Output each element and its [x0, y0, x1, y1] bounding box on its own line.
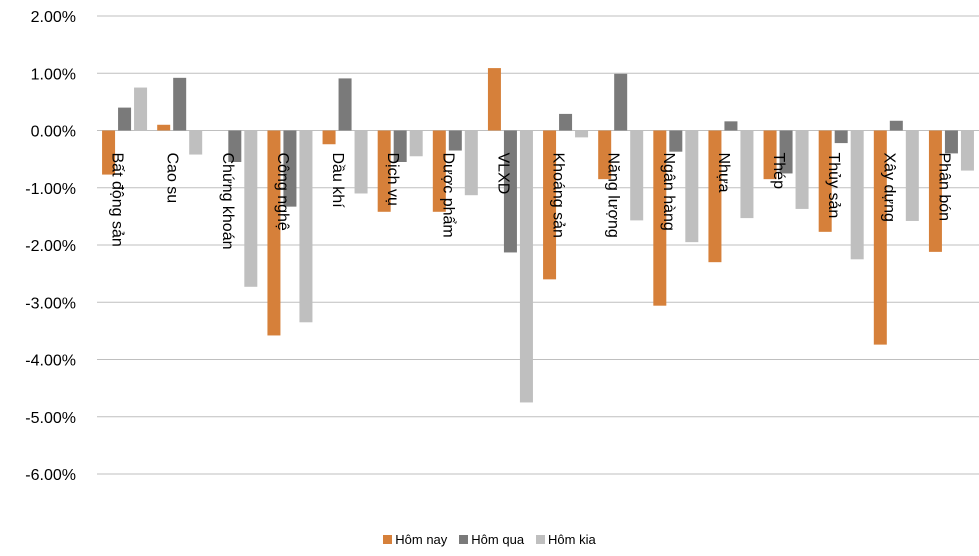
category-label: Thủy sản — [825, 153, 842, 219]
bar-3-12 — [740, 130, 754, 219]
legend-item: Hôm qua — [459, 532, 524, 547]
y-tick-label: -4.00% — [25, 353, 76, 370]
y-tick-label: 2.00% — [31, 9, 76, 26]
bar-1-10 — [598, 130, 612, 180]
category-label: Thép — [770, 153, 787, 190]
bar-2-13 — [779, 130, 793, 174]
y-tick-label: -2.00% — [25, 238, 76, 255]
category-label: Ngân hàng — [660, 153, 677, 231]
bar-2-9 — [559, 113, 573, 131]
bar-2-14 — [834, 130, 848, 144]
bar-1-13 — [763, 130, 777, 180]
bars — [102, 68, 974, 403]
bar-1-15 — [873, 130, 887, 345]
category-label: Dầu khí — [329, 153, 346, 209]
bar-2-10 — [614, 73, 628, 131]
bar-3-14 — [850, 130, 864, 260]
bar-3-15 — [905, 130, 919, 221]
category-label: Cao su — [164, 153, 181, 204]
legend-item: Hôm kia — [536, 532, 596, 547]
bar-1-6 — [377, 130, 391, 212]
y-tick-label: 0.00% — [31, 124, 76, 141]
y-tick-label: 1.00% — [31, 66, 76, 83]
category-label: Năng lượng — [605, 153, 622, 238]
bar-2-15 — [889, 120, 903, 131]
bar-2-12 — [724, 121, 738, 131]
legend-swatch — [536, 535, 546, 544]
legend-label: Hôm qua — [471, 532, 525, 547]
bar-3-1 — [134, 87, 148, 131]
bar-2-16 — [944, 130, 958, 154]
bar-3-6 — [409, 130, 423, 157]
bar-3-7 — [464, 130, 478, 196]
y-tick-label: -3.00% — [25, 295, 76, 312]
bar-2-4 — [283, 130, 297, 207]
bar-3-11 — [685, 130, 699, 243]
bar-1-8 — [487, 68, 501, 131]
bar-1-2 — [157, 124, 171, 131]
category-label: Công nghệ — [274, 153, 291, 231]
bar-3-16 — [960, 130, 974, 171]
category-label: Chứng khoán — [219, 153, 236, 250]
category-label: Phân bón — [935, 153, 952, 222]
category-label: Dược phẩm — [439, 153, 457, 238]
bar-1-11 — [653, 130, 667, 306]
bar-2-1 — [118, 107, 132, 131]
legend-label: Hôm nay — [395, 532, 448, 547]
category-label: Xây dựng — [880, 153, 897, 222]
bar-3-2 — [189, 130, 203, 155]
category-label: VLXD — [494, 153, 511, 195]
bar-3-10 — [630, 130, 644, 221]
bar-1-16 — [928, 130, 942, 252]
y-tick-label: -6.00% — [25, 467, 76, 484]
bar-2-5 — [338, 78, 352, 131]
bar-2-8 — [503, 130, 517, 253]
legend-swatch — [459, 535, 469, 544]
y-tick-label: -5.00% — [25, 410, 76, 427]
category-label: Nhựa — [715, 153, 732, 193]
gridlines — [97, 15, 979, 475]
bar-1-5 — [322, 130, 336, 145]
bar-3-4 — [299, 130, 313, 323]
bar-3-5 — [354, 130, 368, 194]
category-label: Dịch vụ — [384, 153, 401, 206]
category-label: Bất động sản — [109, 153, 126, 247]
bar-2-2 — [173, 77, 187, 131]
legend-label: Hôm kia — [548, 532, 596, 547]
bar-1-4 — [267, 130, 281, 336]
bar-1-1 — [102, 130, 116, 175]
bar-1-12 — [708, 130, 722, 263]
bar-3-13 — [795, 130, 809, 209]
legend-swatch — [383, 535, 393, 544]
category-labels: Bất động sản Cao su Chứng khoán Công nghệ Dầ… — [109, 153, 953, 250]
bar-2-6 — [393, 130, 407, 162]
legend: Hôm nay Hôm qua Hôm kia — [0, 532, 979, 547]
category-label: Khoáng sản — [550, 153, 567, 238]
bar-3-3 — [244, 130, 258, 287]
bar-3-9 — [575, 130, 589, 138]
y-tick-label: -1.00% — [25, 181, 76, 198]
bar-2-11 — [669, 130, 683, 152]
legend-item: Hôm nay — [383, 532, 447, 547]
bar-1-14 — [818, 130, 832, 232]
y-axis-tick-labels: 2.00% 1.00% 0.00% -1.00% -2.00% -3.00% -4.00% -… — [25, 9, 76, 484]
bar-3-8 — [519, 130, 533, 403]
bar-2-3 — [228, 130, 242, 162]
bar-2-7 — [448, 130, 462, 151]
bar-1-7 — [432, 130, 446, 212]
bar-1-9 — [543, 130, 557, 280]
